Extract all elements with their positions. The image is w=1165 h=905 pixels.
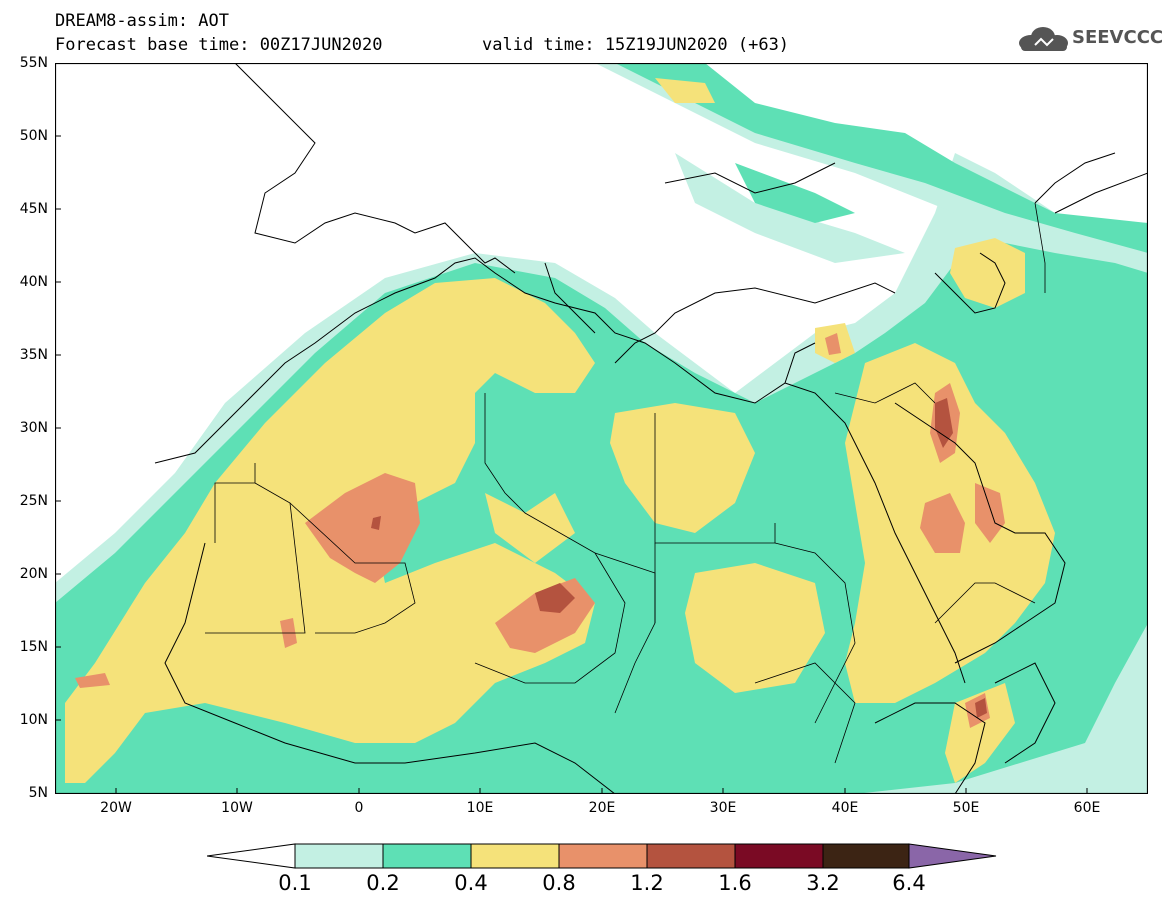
lat-label: 30N — [19, 420, 48, 436]
colorbar-segment — [294, 843, 384, 869]
colorbar-low-arrow — [207, 843, 296, 869]
colorbar-label: 0.8 — [542, 871, 576, 895]
lon-label: 10W — [221, 800, 253, 816]
valid-time: valid time: 15Z19JUN2020 (+63) — [482, 35, 790, 55]
lat-label: 35N — [19, 347, 48, 363]
map-frame — [55, 63, 1148, 794]
lon-label: 50E — [952, 800, 980, 816]
lat-label: 10N — [19, 712, 48, 728]
lon-label: 60E — [1073, 800, 1101, 816]
colorbar-segment — [822, 843, 910, 869]
colorbar-label: 6.4 — [892, 871, 926, 895]
colorbar-high-arrow — [908, 843, 997, 869]
lat-label: 20N — [19, 566, 48, 582]
lon-label: 20W — [100, 800, 132, 816]
forecast-base-time: Forecast base time: 00Z17JUN2020 — [55, 35, 383, 55]
cloud-logo-icon — [1019, 27, 1068, 51]
coastlines — [154, 63, 1148, 794]
lat-label: 55N — [19, 55, 48, 71]
colorbar-label: 0.4 — [454, 871, 488, 895]
colorbar-label: 3.2 — [806, 871, 840, 895]
colorbar-segment — [734, 843, 824, 869]
chart-title: DREAM8-assim: AOT — [55, 11, 229, 31]
lat-label: 45N — [19, 201, 48, 217]
aot-map — [55, 63, 1148, 794]
colorbar-segment — [558, 843, 648, 869]
lon-label: 30E — [709, 800, 737, 816]
lon-label: 10E — [466, 800, 494, 816]
colorbar-label: 1.2 — [630, 871, 664, 895]
lat-label: 5N — [28, 785, 48, 801]
colorbar-label: 0.1 — [278, 871, 312, 895]
lon-label: 20E — [588, 800, 616, 816]
lon-label: 40E — [831, 800, 859, 816]
colorbar — [207, 843, 997, 869]
lat-label: 40N — [19, 274, 48, 290]
colorbar-label: 0.2 — [366, 871, 400, 895]
colorbar-segment — [382, 843, 472, 869]
colorbar-segment — [646, 843, 736, 869]
logo-text: SEEVCCC — [1072, 27, 1164, 48]
colorbar-segment — [470, 843, 560, 869]
aot-band-1.2 — [371, 398, 987, 718]
lat-label: 25N — [19, 493, 48, 509]
borders — [205, 202, 1046, 764]
lon-label: 0 — [354, 800, 364, 816]
aot-band-0.8 — [75, 333, 1005, 728]
lat-label: 15N — [19, 639, 48, 655]
colorbar-label: 1.6 — [718, 871, 752, 895]
lat-label: 50N — [19, 128, 48, 144]
